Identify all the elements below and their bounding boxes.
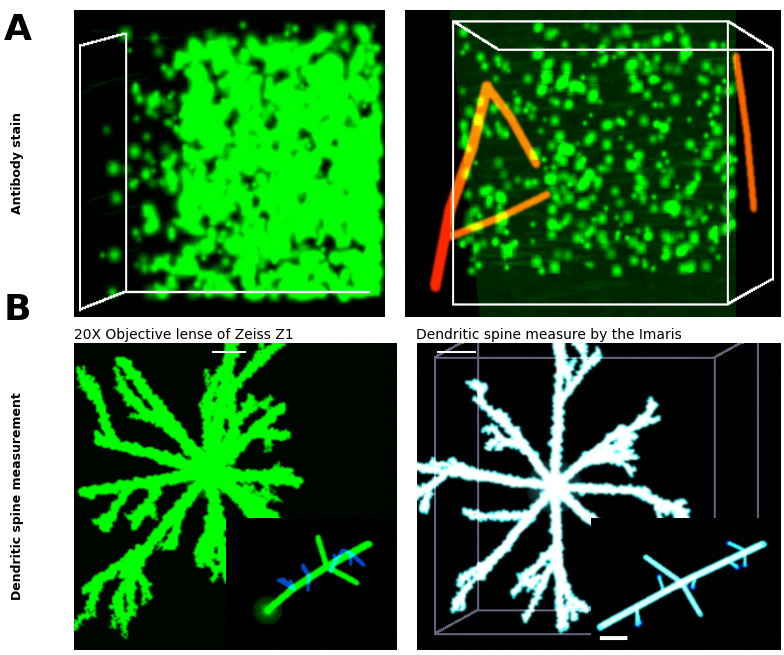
Text: 20X Objective lense of Zeiss Z1: 20X Objective lense of Zeiss Z1	[74, 328, 294, 342]
Text: Dendritic spine measurement: Dendritic spine measurement	[11, 392, 24, 600]
Text: B: B	[4, 293, 31, 327]
Text: Antibody stain: Antibody stain	[11, 112, 24, 214]
Text: Dendritic spine measure by the Imaris: Dendritic spine measure by the Imaris	[416, 328, 682, 342]
Text: A: A	[4, 13, 32, 47]
